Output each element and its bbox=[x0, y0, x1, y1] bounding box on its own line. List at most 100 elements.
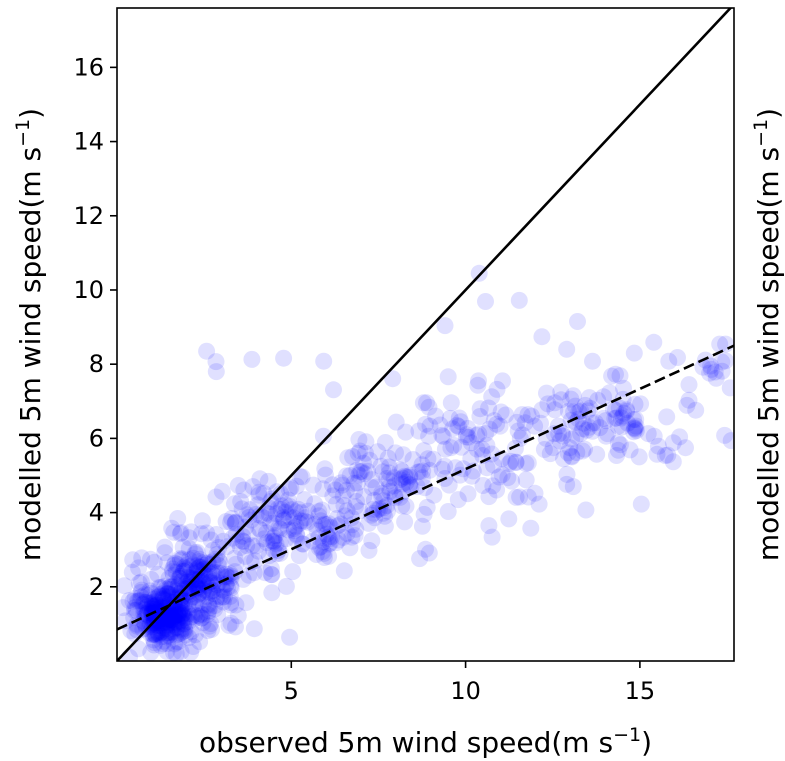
scatter-point bbox=[258, 504, 275, 522]
scatter-point bbox=[702, 360, 720, 378]
scatter-point bbox=[185, 606, 203, 624]
scatter-point bbox=[155, 589, 173, 607]
scatter-point bbox=[346, 498, 364, 516]
scatter-point bbox=[141, 582, 159, 600]
scatter-point bbox=[146, 625, 164, 643]
scatter-point bbox=[567, 427, 585, 445]
scatter-point bbox=[206, 600, 224, 618]
y-tick-label: 4 bbox=[89, 499, 104, 527]
scatter-point bbox=[121, 648, 138, 661]
scatter-point bbox=[215, 588, 233, 606]
scatter-point bbox=[420, 427, 438, 445]
scatter-point bbox=[146, 625, 164, 643]
scatter-point bbox=[433, 460, 451, 478]
scatter-point bbox=[160, 570, 178, 588]
scatter-point bbox=[310, 539, 328, 557]
scatter-point bbox=[433, 426, 451, 444]
scatter-point bbox=[222, 513, 240, 531]
scatter-point bbox=[240, 566, 258, 584]
scatter-point bbox=[152, 623, 170, 641]
scatter-point bbox=[607, 365, 624, 383]
scatter-point bbox=[160, 609, 178, 627]
scatter-point bbox=[146, 606, 164, 624]
scatter-point bbox=[349, 444, 367, 462]
scatter-point bbox=[564, 478, 582, 496]
scatter-point bbox=[133, 549, 151, 567]
scatter-point bbox=[165, 620, 183, 638]
scatter-point bbox=[713, 353, 731, 371]
scatter-point bbox=[671, 428, 689, 446]
scatter-point bbox=[327, 534, 345, 552]
scatter-point bbox=[188, 543, 206, 561]
scatter-point bbox=[408, 478, 426, 496]
scatter-point bbox=[213, 580, 231, 598]
scatter-point bbox=[293, 468, 311, 486]
scatter-point bbox=[347, 520, 365, 538]
scatter-point bbox=[163, 578, 181, 596]
scatter-point bbox=[150, 579, 168, 596]
scatter-point bbox=[214, 593, 232, 611]
scatter-point bbox=[484, 477, 502, 495]
scatter-point bbox=[159, 626, 177, 644]
scatter-point bbox=[346, 482, 364, 500]
scatter-point bbox=[193, 606, 211, 624]
scatter-point bbox=[702, 357, 720, 375]
scatter-point bbox=[196, 556, 213, 574]
scatter-point bbox=[180, 551, 198, 569]
scatter-point bbox=[294, 535, 312, 553]
scatter-point bbox=[166, 635, 183, 653]
scatter-point bbox=[539, 395, 557, 413]
scatter-point bbox=[396, 513, 414, 531]
scatter-point bbox=[517, 471, 535, 489]
scatter-point bbox=[223, 510, 241, 527]
scatter-point bbox=[162, 608, 180, 626]
scatter-point bbox=[615, 404, 633, 422]
scatter-point bbox=[168, 556, 186, 573]
scatter-point bbox=[376, 507, 394, 525]
scatter-point bbox=[352, 462, 370, 480]
scatter-point bbox=[580, 418, 598, 436]
scatter-point bbox=[158, 620, 176, 638]
scatter-point bbox=[159, 585, 177, 603]
scatter-point bbox=[161, 580, 179, 598]
scatter-point bbox=[188, 607, 206, 625]
scatter-point bbox=[154, 590, 172, 608]
scatter-point bbox=[669, 349, 686, 366]
scatter-point bbox=[595, 388, 613, 406]
scatter-point bbox=[458, 426, 476, 444]
scatter-point bbox=[632, 495, 650, 513]
scatter-point bbox=[169, 605, 187, 623]
scatter-point bbox=[563, 447, 581, 465]
scatter-point bbox=[262, 566, 280, 584]
scatter-point bbox=[148, 613, 166, 631]
scatter-point bbox=[162, 611, 180, 629]
scatter-point bbox=[483, 528, 501, 546]
scatter-point bbox=[174, 615, 192, 633]
scatter-point bbox=[191, 550, 209, 568]
scatter-point bbox=[137, 593, 155, 611]
scatter-point bbox=[199, 595, 217, 613]
scatter-point bbox=[269, 500, 287, 518]
scatter-point bbox=[205, 572, 223, 590]
scatter-point bbox=[359, 462, 377, 480]
scatter-point bbox=[144, 626, 162, 644]
x-tick-label: 5 bbox=[284, 677, 299, 705]
scatter-point bbox=[680, 376, 698, 394]
scatter-point bbox=[488, 481, 506, 499]
scatter-point bbox=[394, 475, 411, 493]
scatter-point bbox=[163, 610, 181, 628]
scatter-point bbox=[179, 573, 197, 591]
scatter-point bbox=[507, 454, 525, 471]
scatter-point bbox=[146, 607, 164, 625]
scatter-point bbox=[314, 533, 332, 551]
scatter-point bbox=[568, 444, 586, 461]
scatter-point bbox=[226, 549, 244, 567]
scatter-point bbox=[192, 567, 210, 585]
scatter-point bbox=[218, 565, 235, 583]
scatter-point bbox=[176, 594, 194, 612]
scatter-point bbox=[263, 584, 281, 602]
scatter-point bbox=[206, 550, 224, 568]
scatter-point bbox=[350, 431, 368, 448]
scatter-point bbox=[173, 606, 191, 624]
scatter-point bbox=[721, 379, 734, 397]
